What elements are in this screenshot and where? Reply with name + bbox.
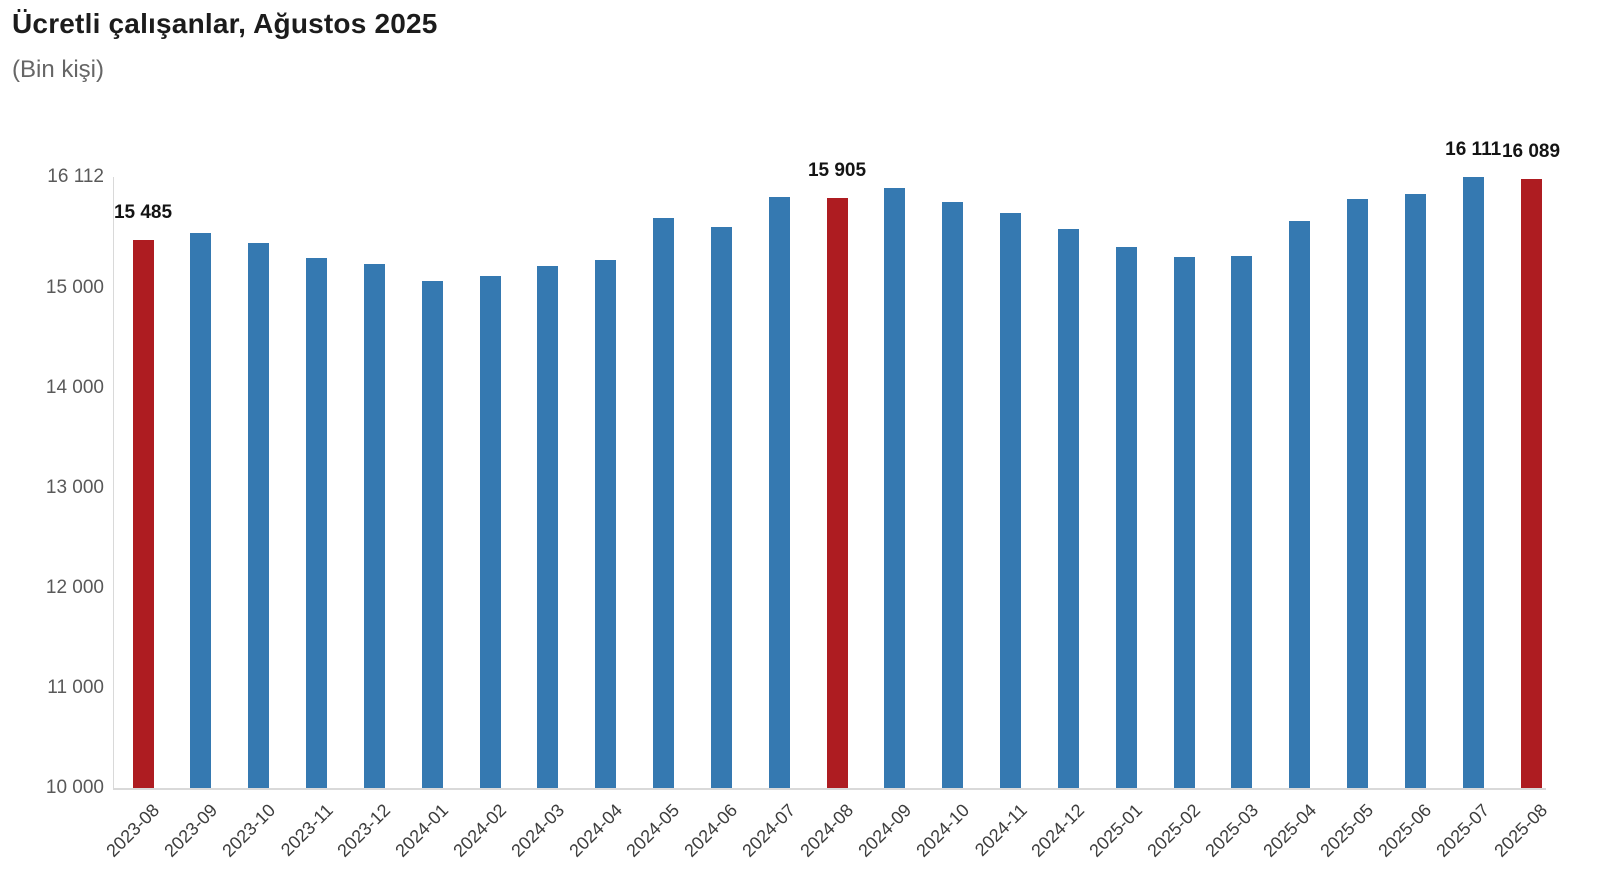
bar <box>653 217 674 788</box>
x-tick-label: 2025-08 <box>1490 800 1552 861</box>
bar-value-label: 16 111 <box>1445 139 1502 161</box>
bar <box>595 260 617 788</box>
x-tick-label: 2025-02 <box>1143 800 1205 861</box>
x-tick-label: 2023-09 <box>160 800 221 861</box>
bar <box>421 280 443 788</box>
x-tick-label: 2024-08 <box>796 800 858 861</box>
x-tick-label: 2024-07 <box>738 800 800 861</box>
bar <box>190 232 212 788</box>
x-tick-label: 2024-10 <box>911 800 973 861</box>
bar <box>942 201 964 788</box>
y-tick-label: 14 000 <box>45 377 104 399</box>
bar <box>1289 220 1311 788</box>
chart-title: Ücretli çalışanlar, Ağustos 2025 <box>12 8 438 39</box>
bar <box>1404 194 1426 788</box>
x-tick-label: 2024-12 <box>1027 800 1089 861</box>
bar-value-label: 15 905 <box>807 159 867 181</box>
bar <box>1347 198 1368 788</box>
bar <box>1115 246 1137 788</box>
x-tick-label: 2024-09 <box>854 800 915 861</box>
x-tick-label: 2025-05 <box>1316 800 1378 861</box>
x-tick-label: 2025-06 <box>1374 800 1436 861</box>
bar <box>884 188 906 788</box>
bar <box>1231 255 1253 788</box>
bar-value-label: 16 089 <box>1501 141 1561 163</box>
y-tick-label: 12 000 <box>45 577 104 599</box>
x-tick-label: 2025-03 <box>1201 800 1262 861</box>
x-tick-label: 2024-11 <box>970 800 1031 860</box>
x-tick-label: 2024-02 <box>449 800 511 861</box>
y-tick-label: 10 000 <box>45 777 104 798</box>
y-tick-label: 15 000 <box>45 277 104 299</box>
bar <box>1462 177 1484 788</box>
y-tick-label: 13 000 <box>45 477 104 499</box>
bar <box>479 275 501 788</box>
x-tick-label: 2024-01 <box>391 800 453 861</box>
bar <box>363 263 385 788</box>
bar <box>826 197 848 788</box>
x-tick-label: 2023-08 <box>102 800 164 861</box>
y-tick-label: 16 112 <box>47 166 104 187</box>
bar <box>1057 229 1079 788</box>
bar <box>306 257 327 788</box>
x-tick-label: 2025-07 <box>1432 800 1494 861</box>
chart-subtitle: (Bin kişi) <box>12 56 105 83</box>
y-tick-label: 11 000 <box>47 677 104 699</box>
x-tick-label: 2025-04 <box>1258 800 1320 861</box>
x-tick-label: 2024-05 <box>622 800 684 861</box>
x-tick-label: 2023-11 <box>276 800 337 860</box>
bar <box>537 265 559 788</box>
bar <box>1520 179 1542 788</box>
bar <box>248 243 270 788</box>
bar <box>1000 213 1021 788</box>
x-tick-label: 2023-12 <box>333 800 395 861</box>
bar <box>132 239 154 788</box>
x-tick-label: 2024-04 <box>564 800 626 861</box>
x-tick-label: 2025-01 <box>1085 800 1147 861</box>
bar <box>1173 257 1195 788</box>
bar-value-label: 15 485 <box>113 201 173 223</box>
x-tick-label: 2024-03 <box>507 800 568 861</box>
bar <box>768 196 790 788</box>
x-tick-label: 2024-06 <box>680 800 742 861</box>
bar <box>710 226 732 788</box>
x-axis-line <box>113 788 1546 790</box>
y-axis-line <box>113 177 114 788</box>
x-tick-label: 2023-10 <box>217 800 279 861</box>
